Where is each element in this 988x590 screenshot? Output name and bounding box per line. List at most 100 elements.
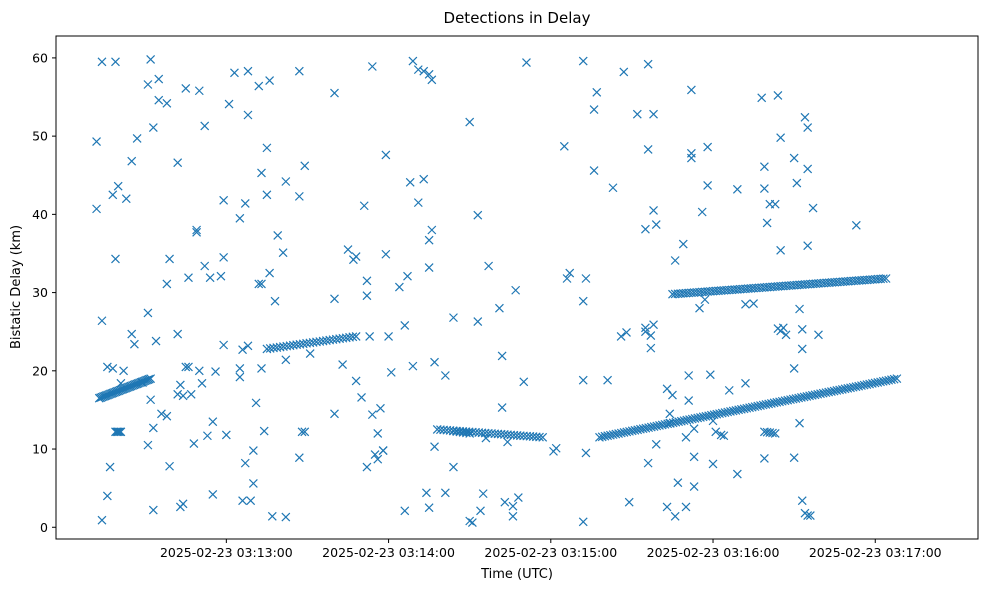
- data-point: [267, 511, 277, 521]
- data-point: [254, 81, 264, 91]
- x-axis-label: Time (UTC): [480, 567, 553, 582]
- data-point: [462, 428, 471, 438]
- data-point: [783, 395, 793, 405]
- data-point: [684, 396, 694, 405]
- data-point: [720, 408, 730, 417]
- data-point: [113, 427, 123, 437]
- data-point: [186, 389, 196, 399]
- data-point: [605, 430, 615, 440]
- data-point: [495, 303, 504, 313]
- data-point: [603, 375, 613, 385]
- data-point: [351, 331, 361, 341]
- data-point: [467, 518, 477, 527]
- data-point: [668, 418, 678, 428]
- data-point: [178, 391, 188, 401]
- data-point: [685, 415, 694, 424]
- y-axis: 0 10 20 30 40 50 60: [32, 50, 56, 535]
- data-point: [614, 429, 623, 438]
- data-point: [248, 479, 258, 488]
- data-point: [386, 367, 396, 377]
- data-point: [632, 109, 642, 119]
- data-point: [430, 357, 439, 367]
- data-point: [257, 364, 266, 373]
- y-axis-label: Bistatic Delay (km): [9, 225, 24, 349]
- data-point: [657, 420, 667, 430]
- x-tick-label: 2025-02-23 03:15:00: [484, 545, 617, 560]
- data-point: [734, 405, 744, 415]
- data-point: [148, 505, 158, 515]
- data-point: [173, 329, 183, 339]
- data-point: [873, 377, 883, 387]
- data-point: [768, 428, 777, 438]
- x-tick-label: 2025-02-23 03:13:00: [160, 545, 293, 560]
- data-point: [165, 254, 174, 264]
- data-point: [696, 412, 705, 422]
- data-point: [678, 239, 688, 249]
- data-point: [194, 366, 204, 376]
- data-point: [235, 364, 245, 373]
- data-point: [162, 411, 172, 421]
- data-point: [742, 403, 752, 413]
- data-point: [826, 387, 836, 396]
- data-point: [794, 393, 804, 403]
- data-point: [427, 75, 437, 85]
- data-point: [778, 323, 788, 333]
- data-point: [759, 454, 769, 463]
- data-point: [481, 433, 491, 443]
- data-point: [643, 145, 653, 154]
- data-point: [848, 382, 858, 392]
- data-point: [695, 303, 704, 313]
- data-point: [162, 279, 172, 289]
- data-point: [638, 424, 648, 434]
- data-point: [625, 426, 634, 436]
- data-point: [154, 74, 164, 84]
- data-point: [646, 422, 656, 432]
- data-point: [814, 330, 823, 340]
- data-point: [643, 458, 653, 468]
- data-point: [769, 398, 779, 408]
- data-point: [665, 409, 675, 419]
- data-point: [810, 390, 820, 400]
- data-point: [835, 385, 845, 395]
- data-point: [384, 331, 393, 341]
- data-point: [795, 418, 804, 428]
- data-point: [578, 296, 588, 306]
- data-point: [108, 364, 118, 373]
- data-point: [357, 392, 366, 402]
- data-point: [797, 496, 807, 506]
- data-point: [764, 399, 774, 409]
- data-point: [381, 150, 391, 160]
- data-point: [600, 431, 610, 441]
- data-point: [221, 430, 231, 440]
- data-point: [726, 407, 735, 416]
- data-point: [351, 252, 361, 262]
- data-point: [367, 410, 377, 420]
- data-point: [578, 56, 588, 66]
- data-point: [837, 384, 847, 394]
- data-point: [476, 506, 485, 516]
- data-point: [427, 225, 437, 235]
- data-point: [792, 178, 802, 188]
- data-point: [622, 328, 631, 337]
- data-point: [111, 254, 120, 264]
- data-point: [803, 511, 813, 520]
- y-tick-label: 50: [32, 129, 48, 144]
- data-point: [330, 294, 339, 304]
- data-point: [265, 268, 275, 278]
- data-point: [562, 274, 572, 283]
- data-point: [143, 440, 153, 450]
- data-point: [248, 446, 258, 456]
- data-point: [519, 377, 529, 387]
- data-point: [878, 376, 888, 386]
- data-point: [165, 461, 174, 471]
- data-point: [846, 383, 855, 393]
- data-point: [178, 499, 188, 509]
- data-point: [108, 190, 118, 200]
- data-point: [424, 263, 434, 272]
- data-point: [603, 431, 613, 441]
- data-point: [362, 291, 372, 301]
- data-point: [202, 431, 212, 441]
- data-point: [408, 361, 418, 371]
- data-point: [686, 85, 696, 95]
